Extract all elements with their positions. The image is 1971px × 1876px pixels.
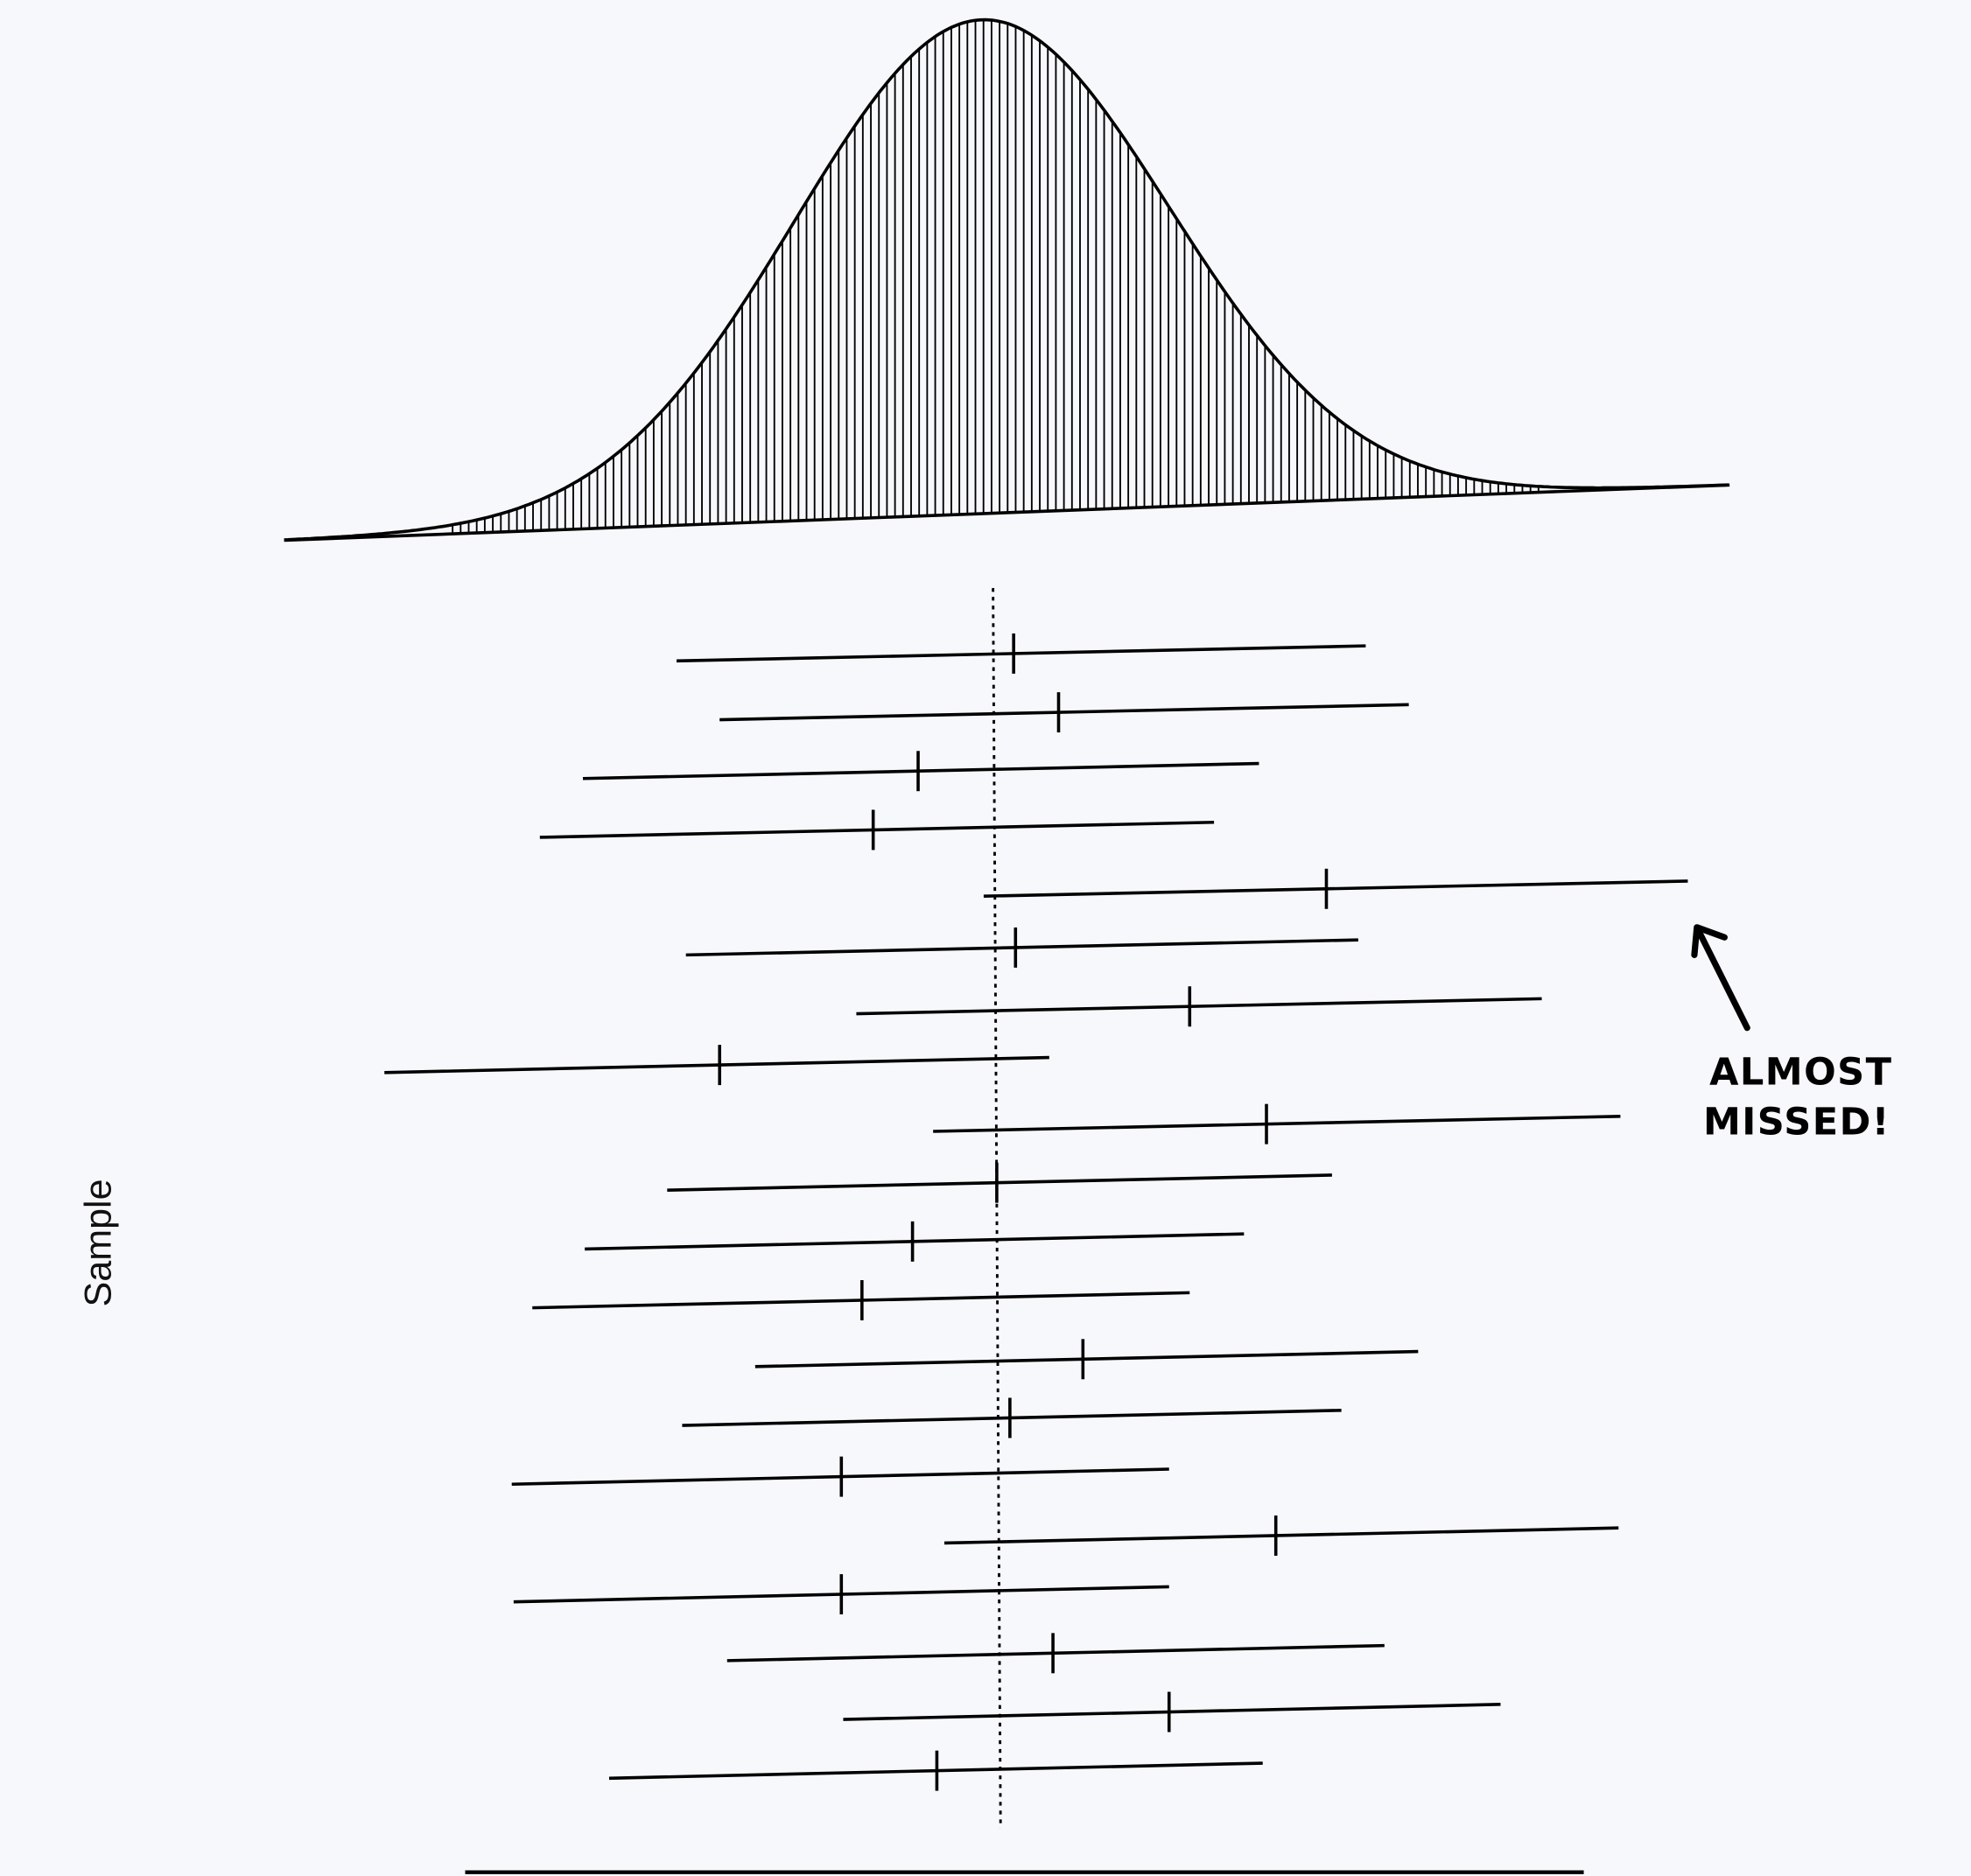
population-mean-line xyxy=(992,588,1002,1829)
interval-14 xyxy=(682,1397,1342,1438)
interval-line xyxy=(585,1232,1245,1251)
interval-line xyxy=(943,1526,1619,1545)
interval-17 xyxy=(513,1574,1169,1615)
interval-line xyxy=(539,820,1215,839)
annotation-line-2: MISSED! xyxy=(1703,1101,1890,1144)
interval-15 xyxy=(511,1456,1169,1497)
interval-8 xyxy=(384,1045,1049,1086)
annotation: ALMOST MISSED! xyxy=(1691,924,1892,1144)
interval-18 xyxy=(726,1633,1385,1674)
interval-11 xyxy=(585,1221,1245,1262)
interval-line xyxy=(983,879,1688,898)
interval-9 xyxy=(933,1103,1621,1144)
interval-6 xyxy=(685,927,1358,968)
interval-16 xyxy=(943,1516,1619,1556)
interval-line xyxy=(685,938,1358,957)
interval-line xyxy=(676,644,1366,663)
density-curve xyxy=(284,18,1729,542)
arrow-icon xyxy=(1691,924,1750,1032)
interval-19 xyxy=(843,1691,1501,1732)
interval-10 xyxy=(667,1162,1332,1203)
interval-line xyxy=(843,1703,1501,1721)
y-axis-label: Sample xyxy=(78,1179,120,1306)
interval-line xyxy=(582,761,1259,780)
interval-7 xyxy=(856,986,1542,1027)
interval-5 xyxy=(983,868,1688,909)
interval-12 xyxy=(532,1280,1190,1320)
interval-20 xyxy=(608,1750,1263,1791)
interval-line xyxy=(682,1409,1342,1427)
sample-intervals xyxy=(384,633,1688,1791)
interval-1 xyxy=(676,633,1366,674)
interval-2 xyxy=(719,692,1409,733)
interval-13 xyxy=(754,1339,1419,1380)
mean-dotted-line xyxy=(992,588,1002,1829)
interval-line xyxy=(856,997,1542,1016)
interval-line xyxy=(726,1643,1385,1662)
annotation-line-1: ALMOST xyxy=(1709,1050,1892,1094)
interval-line xyxy=(667,1173,1332,1193)
population-distribution xyxy=(284,18,1730,542)
interval-4 xyxy=(539,809,1215,850)
interval-line xyxy=(933,1114,1621,1133)
interval-line xyxy=(754,1349,1419,1368)
interval-line xyxy=(384,1055,1049,1074)
interval-line xyxy=(719,703,1409,722)
curve-baseline xyxy=(284,483,1730,542)
interval-3 xyxy=(582,751,1259,792)
